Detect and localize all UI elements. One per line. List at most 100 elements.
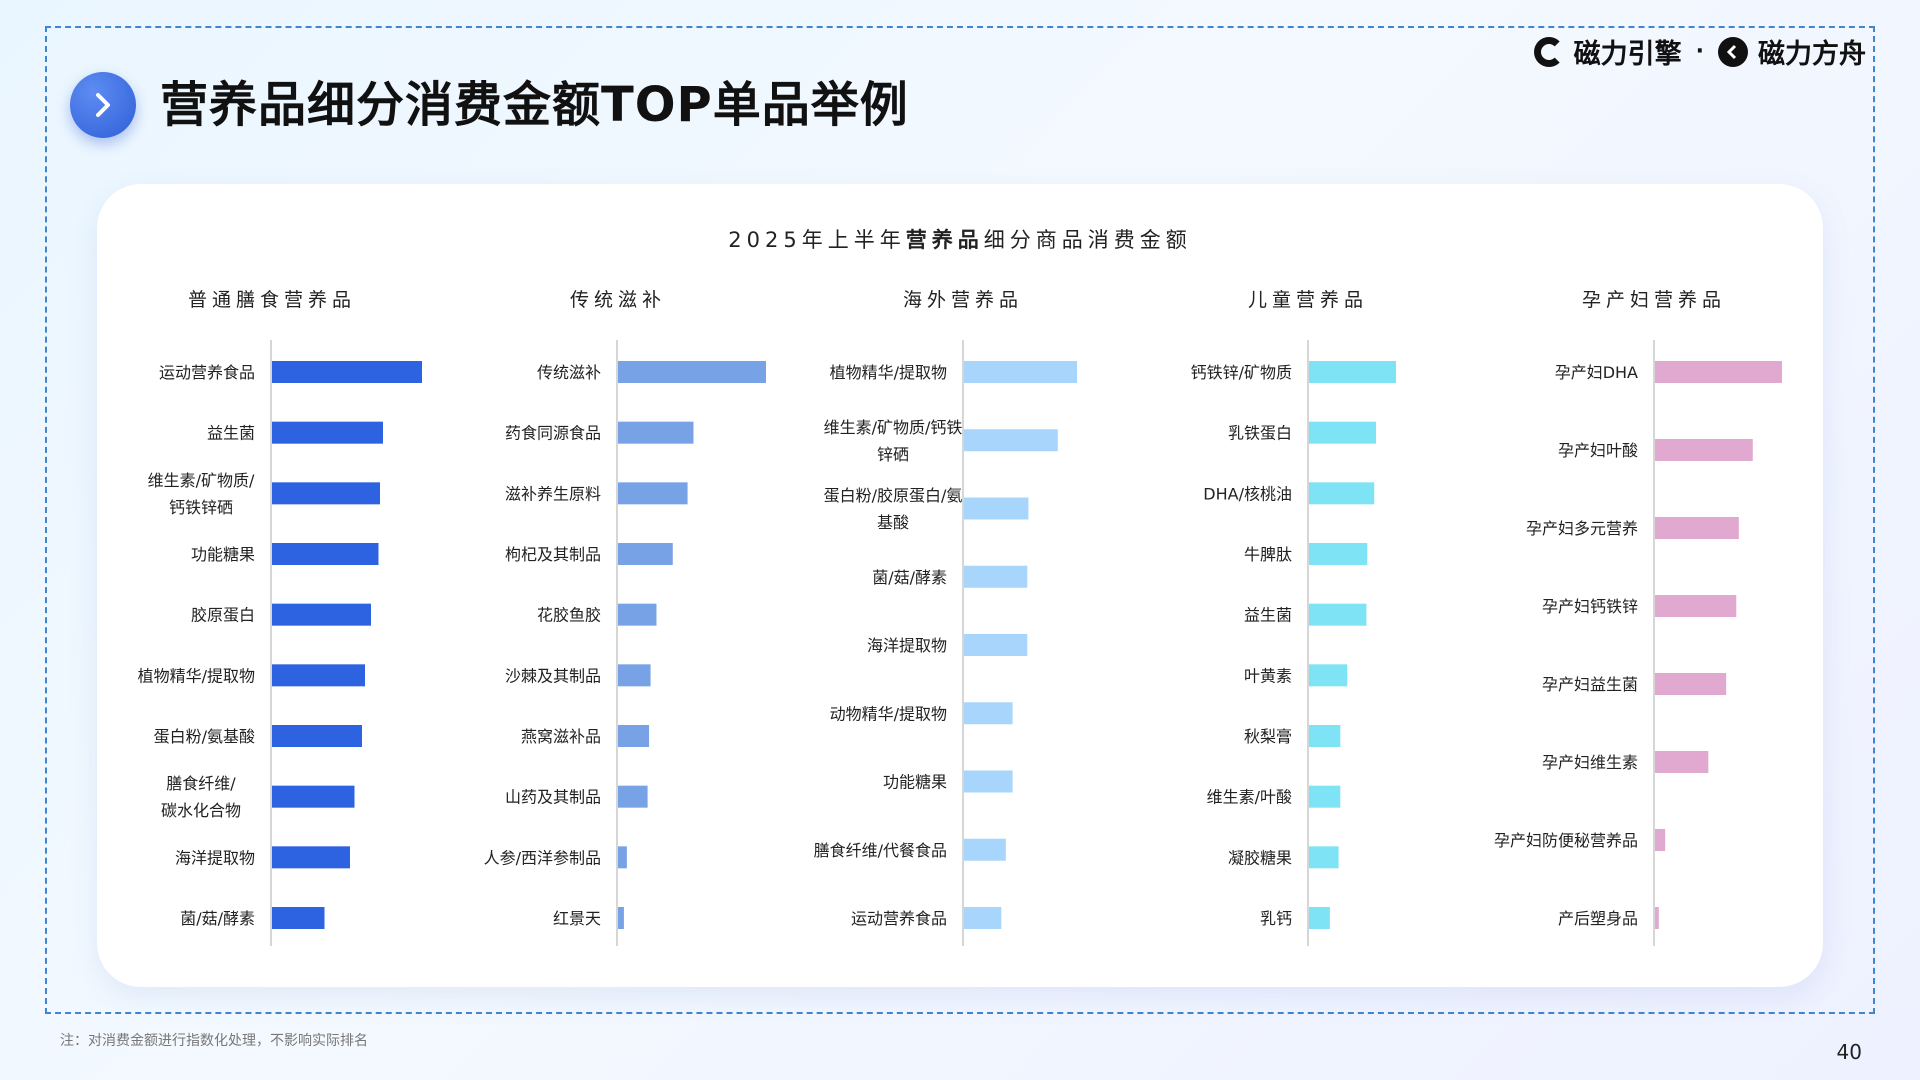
bar xyxy=(272,785,355,808)
bar xyxy=(618,846,627,869)
bar xyxy=(272,664,365,687)
category-label: 功能糖果 xyxy=(191,545,255,564)
category-label: 菌/菇/酵素 xyxy=(872,568,947,587)
bar xyxy=(1655,361,1782,383)
page-number: 40 xyxy=(1836,1040,1862,1064)
chart-title-bold: 营养品 xyxy=(905,228,984,252)
bar xyxy=(272,543,379,565)
category-label: 产后塑身品 xyxy=(1558,909,1638,928)
category-label: 叶黄素 xyxy=(1244,666,1292,685)
bar xyxy=(618,907,624,929)
category-label: 膳食纤维/ xyxy=(166,774,236,793)
bar xyxy=(618,421,694,444)
chart-title-suffix: 细分商品消费金额 xyxy=(983,228,1192,252)
category-label: 牛脾肽 xyxy=(1244,545,1292,564)
bar xyxy=(1309,603,1367,626)
brand-logo: 磁力引擎 · 磁力方舟 xyxy=(1533,32,1866,71)
bar xyxy=(964,770,1013,793)
category-label: 孕产妇益生菌 xyxy=(1542,675,1638,694)
bar xyxy=(1309,664,1348,687)
category-label: 维生素/矿物质/ xyxy=(148,471,255,490)
bar xyxy=(272,725,362,747)
bar xyxy=(618,543,673,565)
logo-left-text: 磁力引擎 xyxy=(1573,39,1682,70)
bar xyxy=(272,603,371,626)
category-label: 海洋提取物 xyxy=(175,848,255,867)
category-label: DHA/核桃油 xyxy=(1203,484,1292,503)
bar xyxy=(1309,543,1368,565)
category-label: 益生菌 xyxy=(1244,606,1292,625)
category-label: 植物精华/提取物 xyxy=(138,666,255,685)
bar xyxy=(1655,595,1737,617)
category-label: 孕产妇维生素 xyxy=(1542,753,1638,772)
footnote: 注：对消费金额进行指数化处理，不影响实际排名 xyxy=(60,1033,368,1049)
next-arrow-button[interactable] xyxy=(70,72,136,138)
bar xyxy=(272,846,350,869)
category-label: 运动营养食品 xyxy=(159,363,255,382)
chart-title-prefix: 2025年上半年 xyxy=(728,228,906,252)
category-label: 维生素/矿物质/钙铁 xyxy=(824,418,963,437)
category-label: 花胶鱼胶 xyxy=(537,606,601,625)
panel-title: 传统滋补 xyxy=(570,289,666,311)
bar xyxy=(964,361,1077,383)
page-title: 营养品细分消费金额TOP单品举例 xyxy=(160,77,909,133)
category-label: 孕产妇多元营养 xyxy=(1526,519,1638,538)
category-label: 膳食纤维/代餐食品 xyxy=(814,841,947,860)
category-label: 孕产妇防便秘营养品 xyxy=(1494,831,1638,850)
category-label: 枸杞及其制品 xyxy=(505,545,601,564)
logo-separator: · xyxy=(1695,39,1704,64)
category-label: 蛋白粉/氨基酸 xyxy=(154,727,255,746)
category-label: 维生素/叶酸 xyxy=(1207,788,1292,807)
category-label: 菌/菇/酵素 xyxy=(180,909,255,928)
cili-ark-logo-icon xyxy=(1718,36,1748,67)
cili-engine-logo-icon xyxy=(1533,36,1564,67)
category-label: 胶原蛋白 xyxy=(191,606,255,625)
category-label: 沙棘及其制品 xyxy=(505,666,601,685)
category-label: 孕产妇钙铁锌 xyxy=(1542,597,1638,616)
bar xyxy=(272,361,422,383)
bar xyxy=(618,482,688,505)
chart-card xyxy=(97,184,1823,987)
category-label: 运动营养食品 xyxy=(851,909,947,928)
bar xyxy=(1655,517,1739,539)
bar xyxy=(272,482,380,505)
bar xyxy=(1309,421,1376,444)
category-label: 凝胶糖果 xyxy=(1228,848,1292,867)
bar xyxy=(964,497,1029,520)
bar xyxy=(1309,725,1341,747)
bar xyxy=(1655,439,1753,461)
category-label: 基酸 xyxy=(877,513,909,532)
bar xyxy=(1309,361,1396,383)
category-label: 功能糖果 xyxy=(883,773,947,792)
category-label: 植物精华/提取物 xyxy=(830,363,947,382)
category-label: 人参/西洋参制品 xyxy=(484,848,601,867)
bar xyxy=(964,702,1013,725)
bar xyxy=(964,634,1028,656)
category-label: 孕产妇DHA xyxy=(1555,363,1638,382)
panel-title: 儿童营养品 xyxy=(1248,289,1368,311)
bar xyxy=(1309,785,1341,808)
bar xyxy=(1655,907,1659,929)
bar xyxy=(618,725,650,747)
category-label: 海洋提取物 xyxy=(867,636,947,655)
bar xyxy=(618,785,648,808)
category-label: 蛋白粉/胶原蛋白/氨 xyxy=(824,486,963,505)
category-label: 钙铁锌/矿物质 xyxy=(1191,363,1292,382)
bar xyxy=(1655,673,1727,695)
bar xyxy=(1655,829,1666,851)
category-label: 秋梨膏 xyxy=(1244,727,1292,746)
bar xyxy=(272,907,325,929)
bar xyxy=(964,565,1028,588)
category-label: 锌硒 xyxy=(877,445,909,464)
category-label: 益生菌 xyxy=(207,424,255,443)
logo-right-text: 磁力方舟 xyxy=(1758,39,1866,70)
bar xyxy=(964,838,1006,861)
bar xyxy=(1655,751,1709,773)
category-label: 孕产妇叶酸 xyxy=(1558,441,1638,460)
category-label: 滋补养生原料 xyxy=(505,484,601,503)
category-label: 钙铁锌硒 xyxy=(169,498,233,517)
panel-title: 孕产妇营养品 xyxy=(1582,289,1726,311)
category-label: 红景天 xyxy=(553,909,601,928)
bar xyxy=(964,907,1002,929)
